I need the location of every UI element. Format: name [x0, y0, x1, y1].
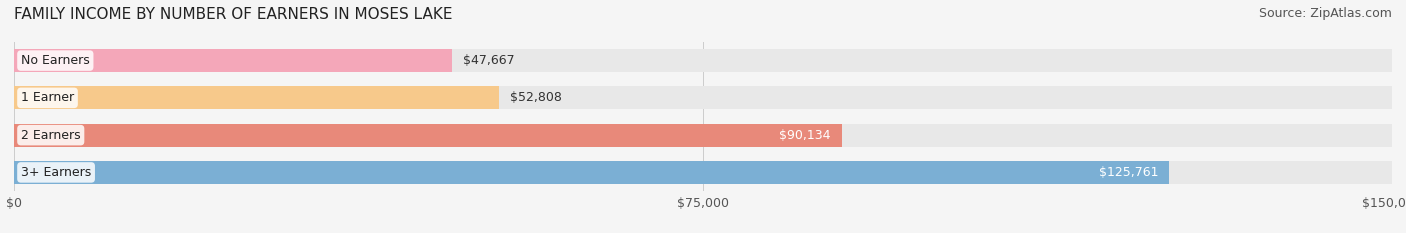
Text: No Earners: No Earners — [21, 54, 90, 67]
Text: FAMILY INCOME BY NUMBER OF EARNERS IN MOSES LAKE: FAMILY INCOME BY NUMBER OF EARNERS IN MO… — [14, 7, 453, 22]
Bar — [14, 86, 499, 110]
Text: $52,808: $52,808 — [510, 91, 562, 104]
Text: 1 Earner: 1 Earner — [21, 91, 75, 104]
Bar — [14, 123, 1392, 147]
Bar — [14, 161, 1392, 184]
Bar — [14, 49, 451, 72]
Bar — [14, 161, 1170, 184]
Text: $125,761: $125,761 — [1098, 166, 1159, 179]
Text: 3+ Earners: 3+ Earners — [21, 166, 91, 179]
Text: 2 Earners: 2 Earners — [21, 129, 80, 142]
Bar — [14, 123, 842, 147]
Bar — [14, 49, 1392, 72]
Text: $90,134: $90,134 — [779, 129, 831, 142]
Text: $47,667: $47,667 — [463, 54, 515, 67]
Bar — [14, 86, 1392, 110]
Text: Source: ZipAtlas.com: Source: ZipAtlas.com — [1258, 7, 1392, 20]
